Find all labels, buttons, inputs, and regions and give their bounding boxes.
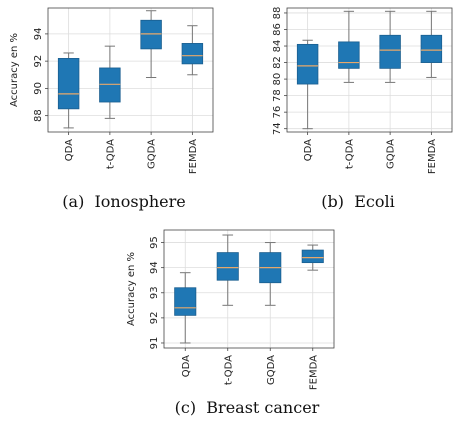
box-femda bbox=[181, 25, 204, 76]
x-tick-label: GQDA bbox=[386, 139, 397, 169]
box-t-qda bbox=[338, 10, 360, 83]
plot-frame bbox=[163, 229, 335, 349]
box-femda bbox=[301, 244, 324, 271]
x-tick-label: QDA bbox=[181, 355, 192, 377]
panel-caption: (b) Ecoli bbox=[321, 192, 394, 211]
x-tick-label: FEMDA bbox=[427, 139, 438, 174]
box-iqr bbox=[338, 41, 360, 69]
box-qda bbox=[57, 52, 80, 129]
x-tick-label: GQDA bbox=[147, 139, 158, 169]
panel-caption: (a) Ionosphere bbox=[62, 192, 185, 211]
x-tick-label: t-QDA bbox=[105, 139, 116, 169]
x-tick-label: FEMDA bbox=[308, 355, 319, 390]
panel-ionosphere: 88 90 92 94 QDA t-QDA GQDA FEMDA Accuracy en % (a… bbox=[9, 7, 214, 211]
box-qda bbox=[174, 272, 197, 344]
y-tick-label: 92 bbox=[149, 312, 160, 325]
plot-frame bbox=[286, 7, 453, 133]
y-tick-label: 84 bbox=[272, 40, 283, 53]
box-iqr bbox=[296, 43, 319, 85]
x-tick-label: QDA bbox=[303, 139, 314, 161]
y-tick-label: 86 bbox=[272, 23, 283, 36]
y-tick-label: 88 bbox=[272, 7, 283, 20]
y-tick-label: 80 bbox=[272, 73, 283, 86]
y-tick-label: 88 bbox=[33, 109, 44, 122]
y-tick-label: 95 bbox=[149, 236, 160, 249]
box-gqda bbox=[140, 10, 162, 78]
box-iqr bbox=[379, 34, 401, 69]
y-tick-label: 91 bbox=[149, 337, 160, 350]
x-tick-label: t-QDA bbox=[344, 139, 355, 169]
box-iqr bbox=[57, 58, 80, 110]
x-tick-label: FEMDA bbox=[188, 139, 199, 174]
y-tick-label: 74 bbox=[272, 122, 283, 135]
panel-caption: (c) Breast cancer bbox=[175, 398, 320, 417]
box-femda bbox=[420, 10, 443, 78]
y-tick-label: 82 bbox=[272, 56, 283, 69]
y-tick-label: 94 bbox=[149, 261, 160, 274]
box-iqr bbox=[181, 43, 204, 65]
box-iqr bbox=[216, 252, 239, 281]
x-tick-label: GQDA bbox=[266, 355, 277, 385]
x-tick-label: QDA bbox=[64, 139, 75, 161]
box-t-qda bbox=[99, 45, 121, 119]
box-qda bbox=[296, 39, 319, 130]
x-tick-label: t-QDA bbox=[223, 355, 234, 385]
y-axis-label: Accuracy en % bbox=[9, 33, 20, 107]
panel-breast-cancer: 91 92 93 94 95 QDA t-QDA GQDA FEMDA Accuracy en %… bbox=[126, 229, 335, 417]
box-iqr bbox=[140, 19, 162, 50]
y-tick-label: 92 bbox=[33, 55, 44, 68]
y-tick-label: 76 bbox=[272, 106, 283, 119]
y-tick-label: 93 bbox=[149, 286, 160, 299]
box-t-qda bbox=[216, 234, 239, 306]
box-gqda bbox=[379, 10, 401, 83]
y-tick-label: 94 bbox=[33, 28, 44, 41]
box-iqr bbox=[301, 249, 324, 264]
box-gqda bbox=[259, 242, 282, 306]
y-tick-label: 90 bbox=[33, 82, 44, 95]
y-tick-label: 78 bbox=[272, 89, 283, 102]
y-axis-label: Accuracy en % bbox=[126, 252, 137, 326]
box-iqr bbox=[99, 67, 121, 103]
panel-ecoli: 74 76 78 80 82 84 86 88 QDA t-QDA GQDA FEMDA (b) Eco… bbox=[272, 7, 453, 211]
box-iqr bbox=[420, 34, 443, 63]
box-iqr bbox=[174, 287, 197, 316]
plot-frame bbox=[47, 7, 214, 133]
